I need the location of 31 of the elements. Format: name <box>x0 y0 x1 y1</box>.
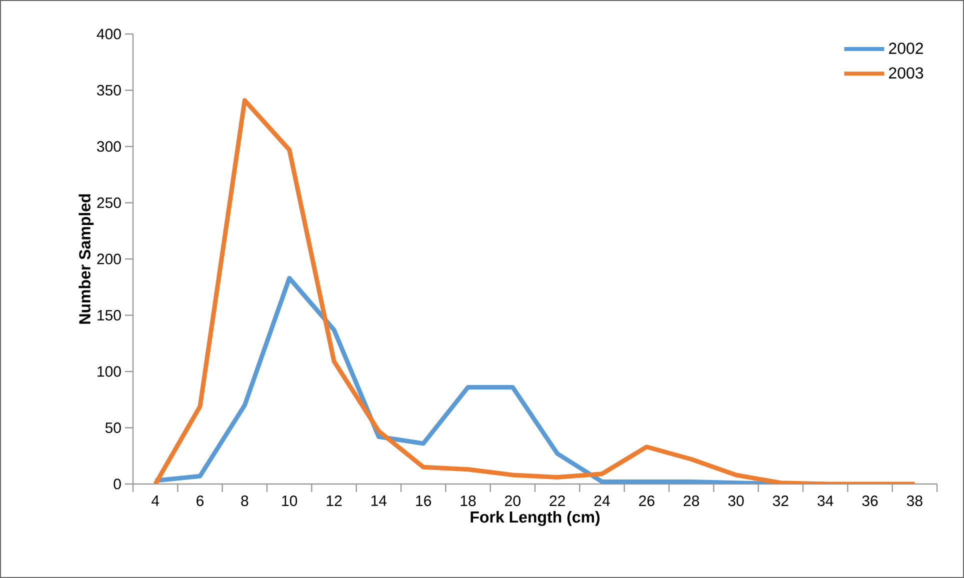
y-axis-title: Number Sampled <box>78 194 94 324</box>
y-tick-label: 150 <box>98 310 121 321</box>
x-tick-label: 4 <box>152 496 160 506</box>
legend-label: 2003 <box>889 67 924 79</box>
x-tick-label: 30 <box>728 496 744 506</box>
y-tick-label: 350 <box>97 84 121 96</box>
y-tick-label: 250 <box>97 197 121 208</box>
x-tick-label: 34 <box>818 496 834 506</box>
y-tick-label: 50 <box>105 422 121 434</box>
x-tick-label: 14 <box>371 496 387 506</box>
x-tick-label: 12 <box>326 496 342 506</box>
x-tick-label: 32 <box>772 496 788 506</box>
x-tick-label: 38 <box>906 496 922 506</box>
x-tick-label: 24 <box>594 496 610 506</box>
y-tick-label: 300 <box>97 141 121 152</box>
x-tick-label: 20 <box>505 496 520 506</box>
x-tick-label: 10 <box>282 496 298 506</box>
y-tick-label: 0 <box>114 478 121 490</box>
y-tick-label: 400 <box>96 28 121 40</box>
y-tick-label: 100 <box>98 366 121 377</box>
x-tick-label: 28 <box>684 496 700 506</box>
x-tick-label: 22 <box>550 496 565 506</box>
y-tick-label: 200 <box>97 254 121 264</box>
legend-label: 2002 <box>889 42 923 54</box>
x-tick-label: 6 <box>196 496 204 506</box>
x-axis-title: Fork Length (cm) <box>470 510 600 526</box>
x-tick-label: 26 <box>639 496 654 506</box>
x-tick-label: 36 <box>862 496 878 506</box>
x-tick-label: 8 <box>241 496 248 506</box>
x-tick-label: 18 <box>460 496 476 506</box>
x-tick-label: 16 <box>416 496 432 506</box>
